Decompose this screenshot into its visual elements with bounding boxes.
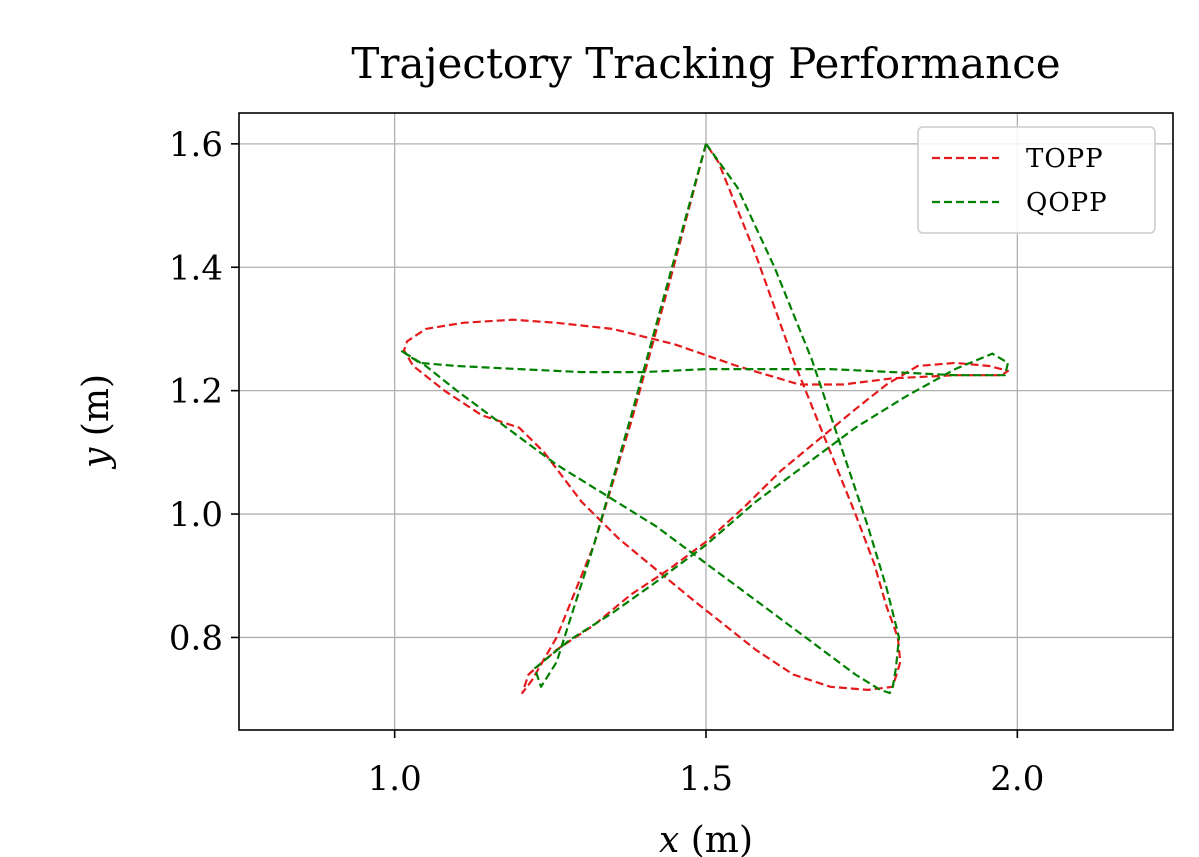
x-tick-label: 2.0 (990, 759, 1044, 799)
x-tick-label: 1.0 (368, 759, 422, 799)
y-axis-label-unit: (m) (76, 374, 117, 436)
ticks: 1.0 1.5 2.0 0.8 1.0 1.2 1.4 1.6 (169, 125, 1044, 799)
y-tick-label: 1.0 (169, 495, 223, 535)
legend-label-topp: TOPP (1026, 144, 1104, 174)
x-tick-label: 1.5 (679, 759, 733, 799)
y-tick-label: 1.6 (169, 125, 223, 165)
legend-label-qopp: QOPP (1026, 188, 1108, 218)
y-axis-label: y (m) (76, 374, 117, 470)
y-tick-label: 1.2 (169, 372, 223, 412)
chart-title: Trajectory Tracking Performance (351, 39, 1060, 88)
x-axis-label-unit: (m) (691, 820, 753, 857)
legend: TOPP QOPP (917, 126, 1156, 234)
y-tick-label: 1.4 (169, 248, 223, 288)
x-axis-label: x (m) (659, 820, 753, 857)
series-layer (399, 143, 1010, 695)
y-axis-label-var: y (76, 447, 117, 470)
series-line-qopp (399, 143, 1010, 695)
legend-box (917, 126, 1156, 234)
x-axis-label-var: x (659, 820, 679, 857)
y-tick-label: 0.8 (169, 618, 223, 658)
